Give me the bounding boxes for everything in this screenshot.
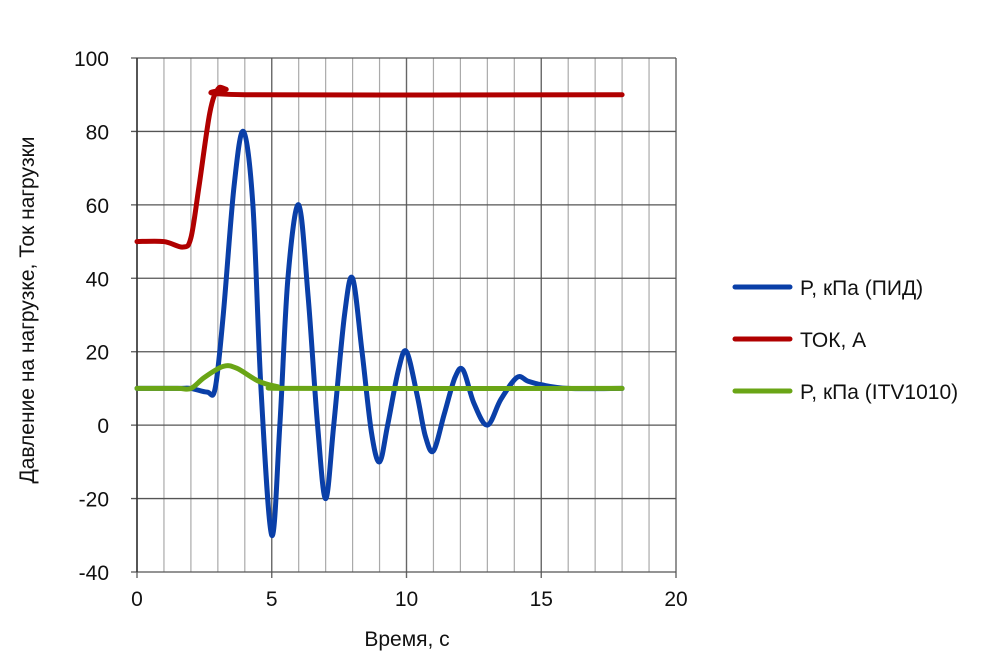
y-tick-label: 40 — [86, 268, 109, 291]
legend: P, кПа (ПИД) ТОК, А P, кПа (ITV1010) — [732, 277, 958, 404]
series-line-1 — [134, 84, 625, 250]
y-tick-label: 60 — [86, 195, 109, 218]
x-tick-label: 20 — [664, 588, 687, 611]
legend-label: ТОК, А — [800, 329, 866, 352]
y-tick-label: 20 — [86, 342, 109, 365]
x-axis-label: Время, с — [364, 628, 449, 651]
x-tick-label: 0 — [131, 588, 143, 611]
grid — [131, 57, 677, 578]
series-line-0 — [134, 128, 625, 538]
y-tick-label: -20 — [79, 489, 109, 512]
y-tick-label: -40 — [79, 562, 109, 585]
legend-label: P, кПа (ITV1010) — [800, 381, 958, 404]
y-tick-label: 100 — [74, 48, 109, 71]
y-tick-label: 80 — [86, 121, 109, 144]
x-tick-label: 5 — [266, 588, 278, 611]
y-tick-label: 0 — [97, 415, 109, 438]
tick-labels: 0 5 10 15 20 -40 -20 0 20 40 60 80 100 — [74, 48, 688, 611]
x-tick-label: 10 — [395, 588, 418, 611]
legend-label: P, кПа (ПИД) — [800, 277, 923, 300]
series-lines — [134, 84, 625, 538]
y-axis-label: Давление на нагрузке, Ток нагрузки — [16, 136, 39, 483]
series-line-2 — [134, 363, 625, 392]
x-tick-label: 15 — [530, 588, 553, 611]
